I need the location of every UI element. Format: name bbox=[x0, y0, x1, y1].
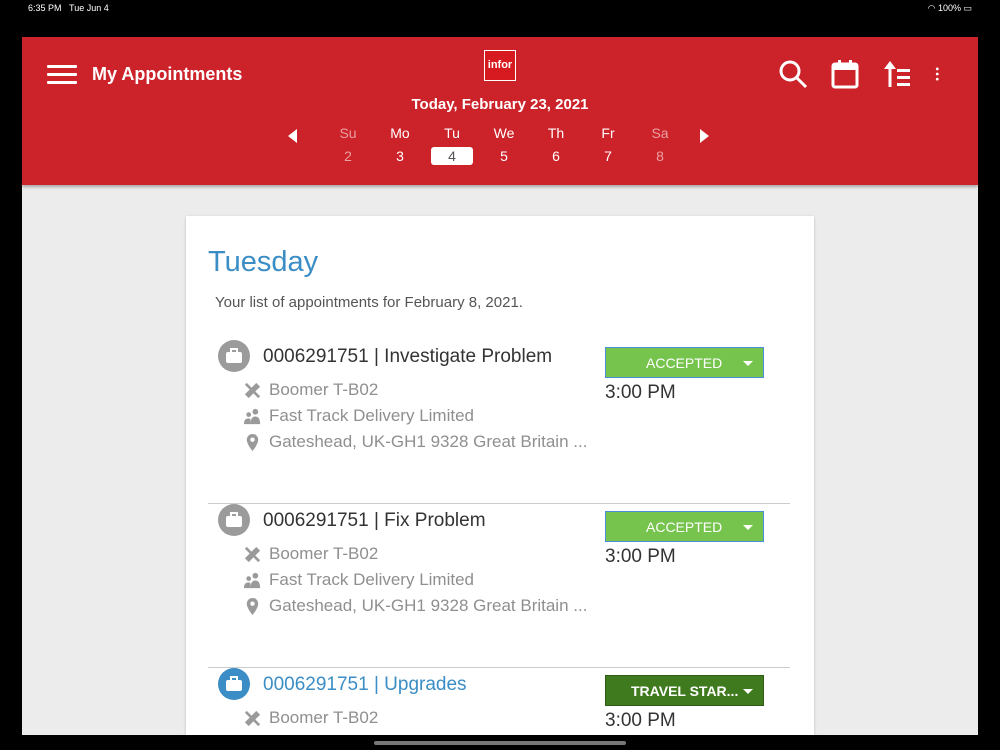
equipment: Boomer T-B02 bbox=[269, 544, 379, 563]
caret-down-icon bbox=[743, 689, 753, 694]
equipment-row: Boomer T-B02 bbox=[243, 708, 378, 728]
day-th[interactable]: Th 6 bbox=[530, 125, 582, 165]
wrench-icon bbox=[244, 710, 261, 726]
day-number: 7 bbox=[604, 148, 612, 164]
day-mo[interactable]: Mo 3 bbox=[374, 125, 426, 165]
day-su[interactable]: Su 2 bbox=[322, 125, 374, 165]
appointment-title[interactable]: 0006291751 | Fix Problem bbox=[263, 510, 486, 531]
appointment-time: 3:00 PM bbox=[605, 546, 676, 567]
status-label: ACCEPTED bbox=[646, 518, 723, 535]
status-bar: 6:35 PM Tue Jun 4 ◠ 100% ▭ bbox=[0, 0, 1000, 16]
customer-row: Fast Track Delivery Limited bbox=[243, 406, 474, 426]
day-label: Su bbox=[339, 125, 357, 141]
appointment-time: 3:00 PM bbox=[605, 710, 676, 731]
appointment-title[interactable]: 0006291751 | Investigate Problem bbox=[263, 346, 553, 367]
appointment-item[interactable]: 0006291751 | Upgrades Boomer T-B02 TRAVEL… bbox=[208, 668, 790, 734]
day-fr[interactable]: Fr 7 bbox=[582, 125, 634, 165]
address-row: Gateshead, UK-GH1 9328 Great Britain ... bbox=[243, 432, 587, 452]
calendar-icon[interactable] bbox=[830, 59, 860, 89]
caret-down-icon bbox=[743, 525, 753, 530]
toolbox-icon bbox=[226, 512, 242, 527]
appointment-item[interactable]: 0006291751 | Investigate Problem Boomer … bbox=[208, 340, 790, 504]
menu-icon[interactable] bbox=[47, 65, 77, 85]
week-strip: Su 2 Mo 3 Tu 4 We 5 Th 6 Fr 7 Sa 8 bbox=[322, 125, 686, 165]
people-icon bbox=[243, 408, 261, 424]
appointment-item[interactable]: 0006291751 | Fix Problem Boomer T-B02 Fas… bbox=[208, 504, 790, 668]
wrench-icon bbox=[244, 382, 261, 398]
address: Gateshead, UK-GH1 9328 Great Britain ... bbox=[269, 432, 588, 451]
header: My Appointments infor Today, February 23… bbox=[22, 37, 978, 185]
status-time: 6:35 PM Tue Jun 4 bbox=[28, 3, 109, 13]
today-date[interactable]: Today, February 23, 2021 bbox=[411, 96, 589, 113]
status-dropdown[interactable]: ACCEPTED bbox=[605, 511, 764, 542]
toolbox-icon bbox=[226, 348, 242, 363]
day-subtitle: Your list of appointments for February 8… bbox=[215, 294, 523, 311]
day-number: 5 bbox=[500, 148, 508, 164]
page-title: My Appointments bbox=[92, 64, 243, 84]
location-pin-icon bbox=[246, 597, 259, 615]
caret-down-icon bbox=[743, 361, 753, 366]
equipment-row: Boomer T-B02 bbox=[243, 544, 378, 564]
day-we[interactable]: We 5 bbox=[478, 125, 530, 165]
day-label: Sa bbox=[651, 125, 669, 141]
day-label: Tu bbox=[444, 125, 460, 141]
search-icon[interactable] bbox=[778, 59, 808, 89]
app: My Appointments infor Today, February 23… bbox=[22, 37, 978, 735]
status-dropdown[interactable]: ACCEPTED bbox=[605, 347, 764, 378]
day-number: 8 bbox=[656, 148, 664, 164]
equipment-row: Boomer T-B02 bbox=[243, 380, 378, 400]
appointments-card: Tuesday Your list of appointments for Fe… bbox=[186, 216, 814, 735]
prev-week-button[interactable] bbox=[288, 129, 297, 143]
day-label: We bbox=[493, 125, 515, 141]
day-label: Th bbox=[547, 125, 565, 141]
wrench-icon bbox=[244, 546, 261, 562]
equipment: Boomer T-B02 bbox=[269, 380, 379, 399]
customer: Fast Track Delivery Limited bbox=[269, 570, 474, 589]
day-sa[interactable]: Sa 8 bbox=[634, 125, 686, 165]
status-label: ACCEPTED bbox=[646, 354, 723, 371]
customer: Fast Track Delivery Limited bbox=[269, 406, 474, 425]
home-indicator[interactable] bbox=[374, 741, 626, 745]
next-week-button[interactable] bbox=[700, 129, 709, 143]
location-pin-icon bbox=[246, 433, 259, 451]
day-number: 4 bbox=[431, 147, 473, 165]
day-label: Fr bbox=[601, 125, 615, 141]
customer-row: Fast Track Delivery Limited bbox=[243, 570, 474, 590]
day-heading: Tuesday bbox=[208, 246, 319, 278]
appointment-avatar bbox=[218, 504, 250, 536]
people-icon bbox=[243, 572, 261, 588]
address-row: Gateshead, UK-GH1 9328 Great Britain ... bbox=[243, 596, 587, 616]
appointment-time: 3:00 PM bbox=[605, 382, 676, 403]
address: Gateshead, UK-GH1 9328 Great Britain ... bbox=[269, 596, 588, 615]
appointment-title[interactable]: 0006291751 | Upgrades bbox=[263, 674, 467, 695]
more-icon[interactable] bbox=[934, 59, 948, 89]
equipment: Boomer T-B02 bbox=[269, 708, 379, 727]
infor-logo: infor bbox=[484, 50, 516, 81]
appointment-avatar bbox=[218, 340, 250, 372]
status-dropdown[interactable]: TRAVEL STAR... bbox=[605, 675, 764, 706]
day-number: 3 bbox=[396, 148, 404, 164]
day-number: 2 bbox=[344, 148, 352, 164]
toolbox-icon bbox=[226, 676, 242, 691]
appointment-avatar bbox=[218, 668, 250, 700]
day-number: 6 bbox=[552, 148, 560, 164]
day-label: Mo bbox=[390, 125, 410, 141]
status-label: TRAVEL STAR... bbox=[631, 682, 739, 699]
sort-icon[interactable] bbox=[882, 59, 912, 89]
day-tu[interactable]: Tu 4 bbox=[426, 125, 478, 165]
status-battery: ◠ 100% ▭ bbox=[927, 3, 972, 13]
